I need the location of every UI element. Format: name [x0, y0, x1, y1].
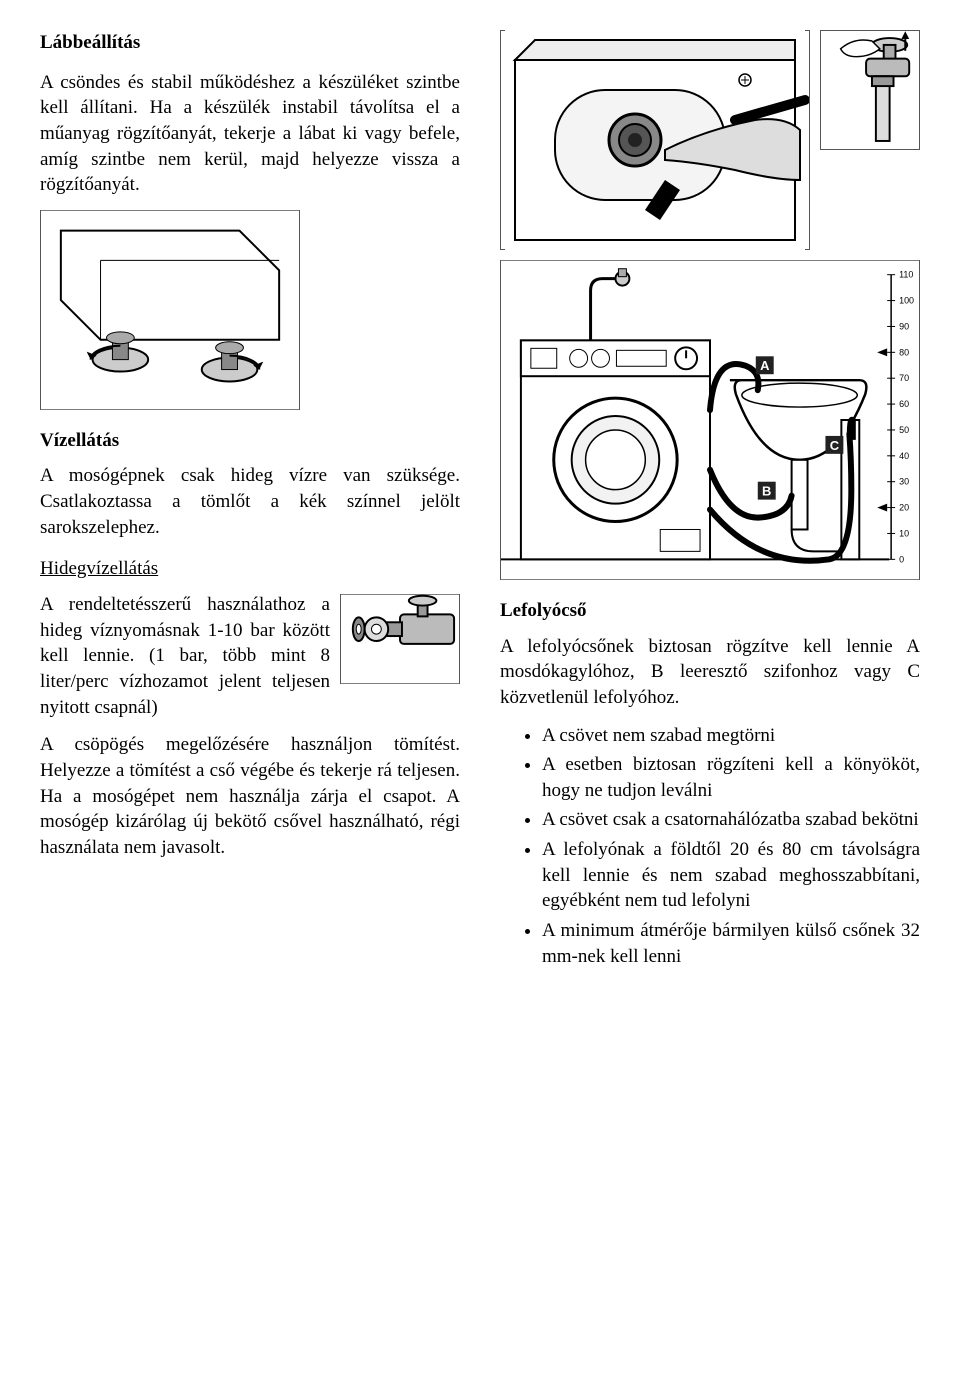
drain-bullet-1: A csövet nem szabad megtörni: [542, 723, 920, 749]
svg-text:100: 100: [899, 296, 914, 306]
drain-bullet-list: A csövet nem szabad megtörni A esetben b…: [500, 723, 920, 970]
drain-label-c: C: [830, 438, 839, 453]
svg-text:20: 20: [899, 503, 909, 513]
svg-text:10: 10: [899, 528, 909, 538]
drain-intro-text: A lefolyócsőnek biztosan rögzítve kell l…: [500, 634, 920, 711]
hose-connection-illustration: [500, 30, 810, 250]
drain-options-illustration: A B C 0 10 20 30 40 50: [500, 260, 920, 580]
svg-text:50: 50: [899, 425, 909, 435]
tap-open-illustration: [820, 30, 920, 150]
svg-text:60: 60: [899, 399, 909, 409]
tap-illustration: [340, 594, 460, 684]
svg-text:40: 40: [899, 451, 909, 461]
water-supply-title: Vízellátás: [40, 428, 460, 454]
svg-text:30: 30: [899, 477, 909, 487]
svg-text:70: 70: [899, 373, 909, 383]
svg-text:80: 80: [899, 347, 909, 357]
feet-adjustment-title: Lábbeállítás: [40, 30, 460, 56]
water-supply-text: A mosógépnek csak hideg vízre van szüksé…: [40, 463, 460, 540]
drain-bullet-4: A lefolyónak a földtől 20 és 80 cm távol…: [542, 837, 920, 914]
coldwater-subtitle: Hidegvízellátás: [40, 556, 460, 582]
svg-text:0: 0: [899, 554, 904, 564]
drain-label-a: A: [760, 358, 769, 373]
svg-text:90: 90: [899, 321, 909, 331]
feet-illustration: [40, 210, 300, 410]
drain-bullet-5: A minimum átmérője bármilyen külső csőne…: [542, 918, 920, 969]
drain-title: Lefolyócső: [500, 598, 920, 624]
feet-adjustment-text: A csöndes és stabil működéshez a készülé…: [40, 70, 460, 198]
svg-text:110: 110: [899, 270, 913, 280]
drain-bullet-2: A esetben biztosan rögzíteni kell a köny…: [542, 752, 920, 803]
drain-bullet-3: A csövet csak a csatornahálózatba szabad…: [542, 807, 920, 833]
coldwater-text-b: A csöpögés megelőzésére használjon tömít…: [40, 732, 460, 860]
drain-label-b: B: [762, 484, 771, 499]
